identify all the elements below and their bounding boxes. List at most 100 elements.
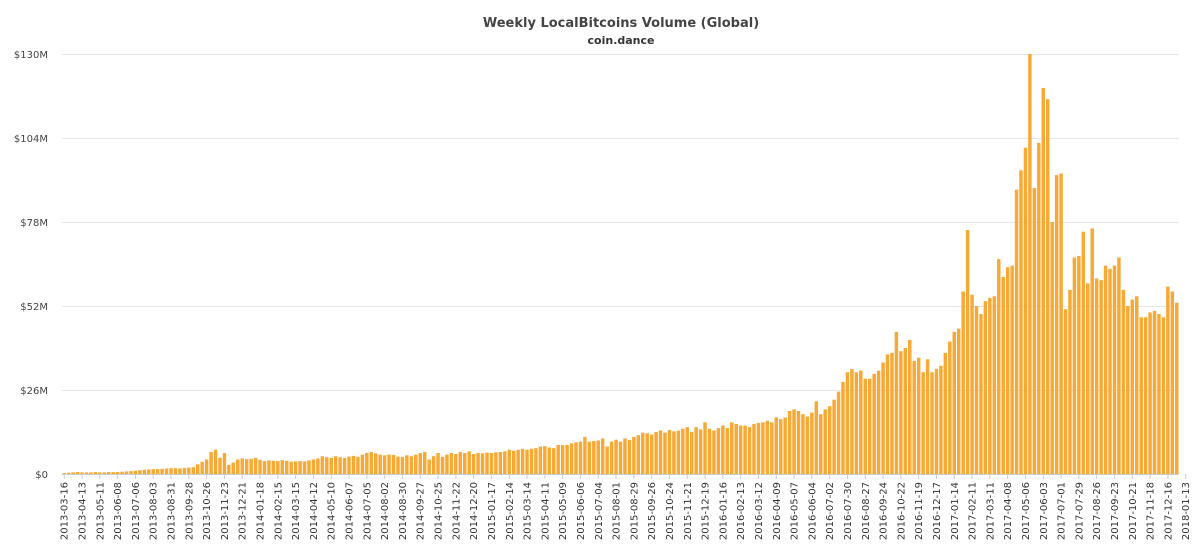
bar[interactable]: [316, 458, 320, 474]
bar[interactable]: [587, 441, 592, 474]
bar[interactable]: [520, 448, 525, 474]
bar[interactable]: [614, 439, 618, 474]
bar[interactable]: [511, 450, 516, 474]
bar[interactable]: [1045, 99, 1050, 474]
bar[interactable]: [351, 455, 356, 474]
bar[interactable]: [102, 472, 107, 474]
bar[interactable]: [360, 454, 365, 474]
bar[interactable]: [106, 472, 111, 474]
bar[interactable]: [409, 456, 414, 474]
bar[interactable]: [556, 444, 560, 474]
bar[interactable]: [196, 464, 200, 474]
bar[interactable]: [1019, 170, 1023, 474]
bar[interactable]: [449, 453, 454, 474]
bar[interactable]: [632, 436, 636, 474]
bar[interactable]: [939, 365, 943, 474]
bar[interactable]: [578, 441, 583, 474]
bar[interactable]: [1170, 291, 1175, 474]
bar[interactable]: [1099, 280, 1103, 474]
bar[interactable]: [872, 373, 876, 474]
bar[interactable]: [814, 401, 819, 474]
bar[interactable]: [623, 438, 627, 474]
bar[interactable]: [1175, 302, 1179, 474]
bar[interactable]: [983, 301, 988, 474]
bar[interactable]: [222, 453, 227, 474]
bar[interactable]: [992, 296, 997, 474]
bar[interactable]: [160, 468, 164, 474]
bar[interactable]: [471, 453, 476, 474]
bar[interactable]: [1103, 265, 1108, 474]
bar[interactable]: [774, 417, 778, 474]
bar[interactable]: [761, 422, 765, 474]
bar[interactable]: [516, 449, 520, 474]
bar[interactable]: [641, 432, 645, 474]
bar[interactable]: [600, 438, 605, 474]
bar[interactable]: [480, 453, 485, 474]
bar[interactable]: [783, 417, 787, 474]
bar[interactable]: [525, 449, 529, 474]
bar[interactable]: [1148, 312, 1152, 474]
bar[interactable]: [592, 441, 596, 474]
bar[interactable]: [440, 456, 445, 474]
bar[interactable]: [681, 428, 685, 474]
bar[interactable]: [463, 453, 467, 474]
bar[interactable]: [262, 461, 267, 474]
bar[interactable]: [841, 381, 845, 474]
bar[interactable]: [1054, 175, 1059, 474]
bar[interactable]: [845, 372, 850, 474]
bar[interactable]: [271, 460, 276, 474]
bar[interactable]: [979, 314, 983, 474]
bar[interactable]: [538, 446, 543, 474]
bar[interactable]: [347, 456, 351, 474]
bar[interactable]: [133, 470, 138, 474]
bar[interactable]: [240, 458, 244, 474]
bar[interactable]: [333, 456, 338, 474]
bar[interactable]: [115, 472, 120, 474]
bar[interactable]: [676, 430, 681, 474]
bar[interactable]: [289, 461, 293, 474]
bar[interactable]: [80, 472, 84, 474]
bar[interactable]: [431, 456, 436, 474]
bar[interactable]: [1130, 299, 1135, 474]
bar[interactable]: [658, 430, 663, 474]
bar[interactable]: [1143, 317, 1148, 474]
bar[interactable]: [147, 469, 151, 474]
bar[interactable]: [276, 461, 280, 474]
bar[interactable]: [267, 460, 271, 474]
bar[interactable]: [414, 454, 418, 474]
bar[interactable]: [636, 435, 641, 474]
bar[interactable]: [685, 427, 689, 474]
bar[interactable]: [948, 341, 952, 474]
bar[interactable]: [605, 446, 609, 474]
bar[interactable]: [396, 456, 400, 474]
bar[interactable]: [356, 456, 360, 474]
bar[interactable]: [445, 454, 449, 474]
bar[interactable]: [218, 457, 222, 474]
bar[interactable]: [770, 422, 774, 474]
bar[interactable]: [387, 454, 391, 474]
bar[interactable]: [236, 459, 240, 474]
bar[interactable]: [988, 297, 992, 474]
bar[interactable]: [609, 441, 614, 474]
bar[interactable]: [707, 428, 712, 474]
bar[interactable]: [543, 446, 547, 474]
bar[interactable]: [98, 472, 102, 474]
bar[interactable]: [801, 414, 805, 474]
bar[interactable]: [854, 372, 859, 474]
bar[interactable]: [1077, 255, 1081, 474]
bar[interactable]: [311, 459, 316, 474]
bar[interactable]: [903, 348, 908, 474]
bar[interactable]: [667, 430, 672, 474]
bar[interactable]: [689, 432, 694, 474]
bar[interactable]: [1094, 278, 1099, 474]
bar[interactable]: [694, 427, 698, 474]
bar[interactable]: [307, 460, 311, 474]
bar[interactable]: [498, 452, 503, 474]
bar[interactable]: [716, 428, 721, 474]
bar[interactable]: [369, 452, 374, 474]
bar[interactable]: [454, 453, 458, 474]
bar[interactable]: [698, 429, 703, 474]
bar[interactable]: [280, 460, 285, 474]
bar[interactable]: [142, 469, 147, 474]
bar[interactable]: [405, 455, 409, 474]
